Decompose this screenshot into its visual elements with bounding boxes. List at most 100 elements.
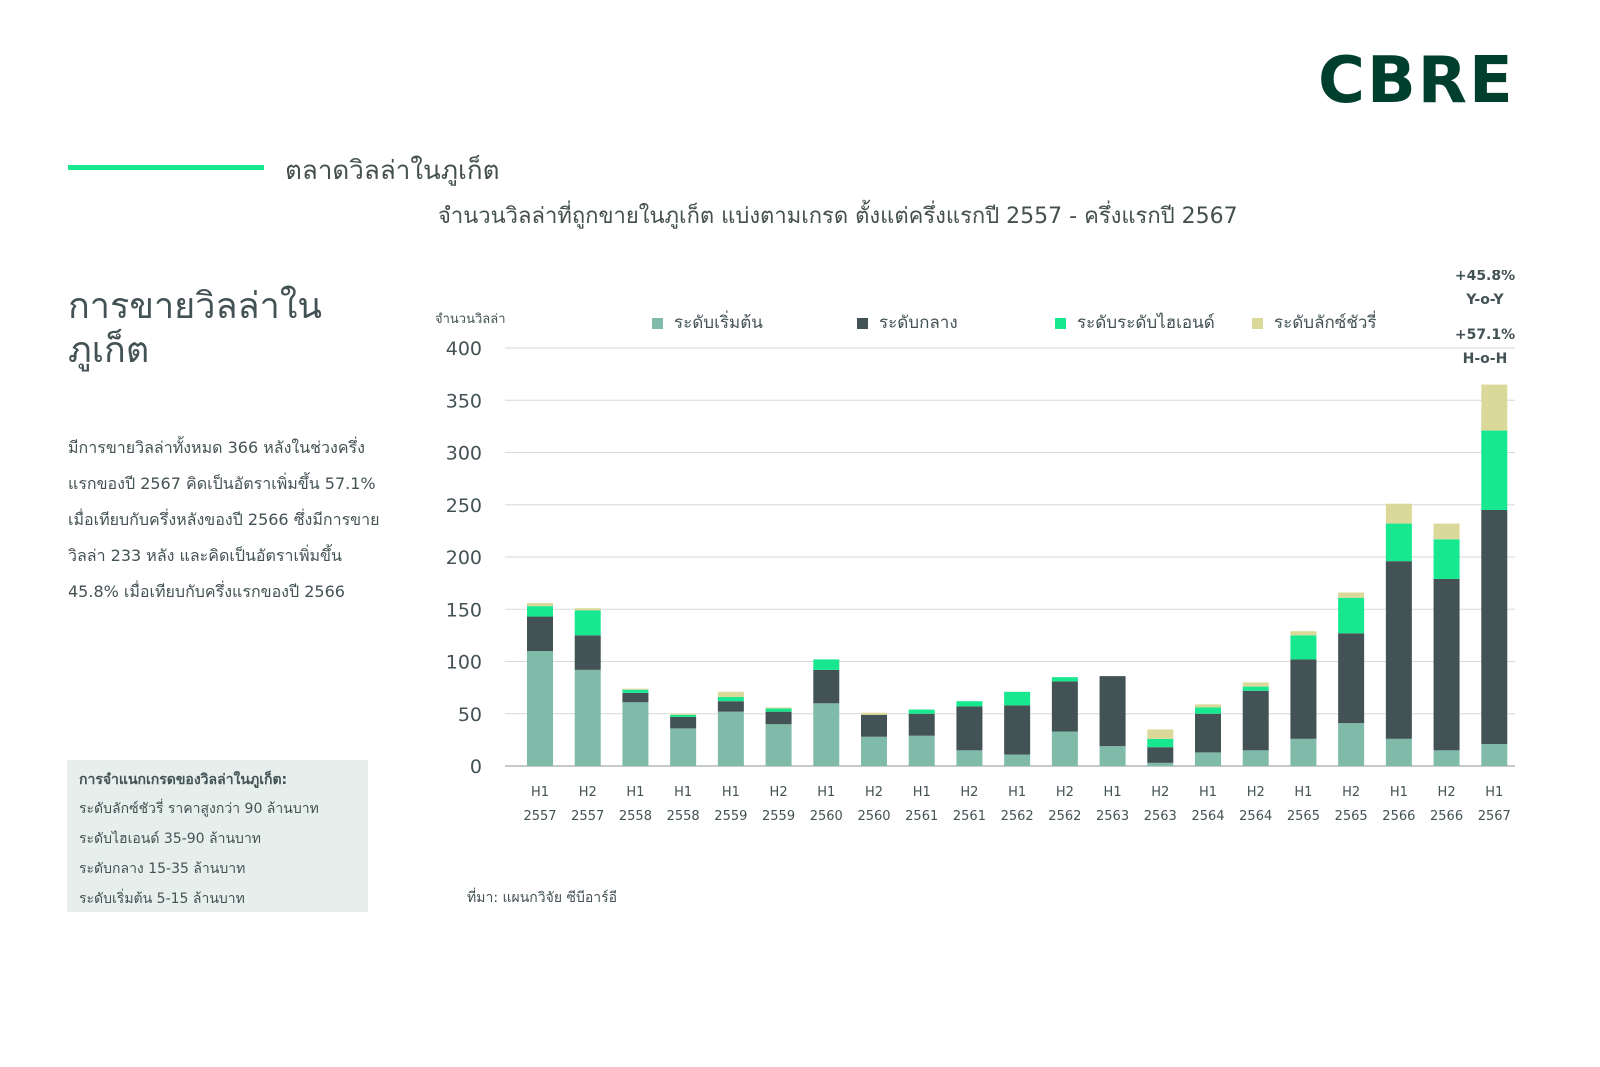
x-tick-year: 2564 xyxy=(1239,809,1272,824)
source-note: ที่มา: แผนกวิจัย ซีบีอาร์อี xyxy=(467,890,618,906)
bar-luxury-h1-2558 xyxy=(622,688,649,690)
bar-highend-h1-2560 xyxy=(813,659,840,670)
bar-highend-h2-2565 xyxy=(1338,597,1365,634)
bar-luxury-h2-2559 xyxy=(765,707,792,709)
bar-highend-h1-2567 xyxy=(1481,430,1508,510)
x-tick-year: 2563 xyxy=(1144,809,1177,824)
bar-entry-h1-2562 xyxy=(1004,754,1031,766)
bar-highend-h1-2559 xyxy=(717,697,744,702)
bar-luxury-h1-2566 xyxy=(1385,503,1412,524)
x-tick-year: 2565 xyxy=(1335,809,1368,824)
bar-luxury-h1-2558 xyxy=(670,713,697,715)
bar-entry-h1-2565 xyxy=(1290,738,1317,766)
bar-highend-h1-2562 xyxy=(1004,691,1031,706)
x-tick-year: 2563 xyxy=(1096,809,1129,824)
bar-entry-h1-2564 xyxy=(1195,752,1221,766)
bar-luxury-h1-2567 xyxy=(1481,384,1508,431)
y-tick-label: 50 xyxy=(458,704,482,726)
bar-entry-h1-2559 xyxy=(717,711,744,766)
bar-mid-h2-2565 xyxy=(1338,633,1365,724)
x-tick-year: 2565 xyxy=(1287,809,1320,824)
bar-mid-h2-2566 xyxy=(1433,578,1460,751)
accent-line xyxy=(68,165,264,170)
x-tick-half: H1 xyxy=(1485,785,1503,800)
bar-mid-h1-2567 xyxy=(1481,509,1508,745)
annotation-label: Y-o-Y xyxy=(1465,292,1504,308)
bar-highend-h1-2561 xyxy=(908,709,935,714)
x-tick-year: 2560 xyxy=(810,809,843,824)
x-tick-half: H1 xyxy=(531,785,549,800)
x-tick-half: H1 xyxy=(817,785,835,800)
y-tick-label: 200 xyxy=(446,547,482,569)
main-heading: การขายวิลล่าในภูเก็ต xyxy=(68,286,323,371)
bar-highend-h1-2565 xyxy=(1290,635,1317,660)
grade-item-entry: ระดับเริ่มต้น 5-15 ล้านบาท xyxy=(79,891,245,907)
bar-mid-h1-2561 xyxy=(908,713,935,736)
x-tick-half: H2 xyxy=(1056,785,1074,800)
x-tick-year: 2560 xyxy=(857,809,890,824)
bar-highend-h1-2558 xyxy=(670,714,697,717)
y-tick-label: 250 xyxy=(446,495,482,517)
x-tick-half: H1 xyxy=(1008,785,1026,800)
bar-entry-h2-2563 xyxy=(1147,762,1174,766)
bar-mid-h2-2557 xyxy=(574,635,601,670)
x-tick-year: 2557 xyxy=(571,809,604,824)
bar-entry-h1-2557 xyxy=(527,651,553,766)
x-tick-half: H1 xyxy=(1294,785,1312,800)
bar-mid-h2-2564 xyxy=(1242,690,1269,751)
bar-entry-h2-2561 xyxy=(956,750,983,766)
bar-entry-h1-2560 xyxy=(813,703,840,766)
bar-entry-h1-2558 xyxy=(670,728,697,766)
bar-entry-h2-2564 xyxy=(1242,750,1269,766)
bar-entry-h2-2565 xyxy=(1338,723,1365,766)
x-tick-year: 2562 xyxy=(1048,809,1081,824)
bar-highend-h2-2559 xyxy=(765,708,792,712)
x-tick-half: H1 xyxy=(1199,785,1217,800)
y-tick-label: 350 xyxy=(446,390,482,412)
bar-highend-h2-2561 xyxy=(956,701,983,707)
x-tick-half: H2 xyxy=(960,785,978,800)
grade-item-luxury: ระดับลักซ์ชัวรี่ ราคาสูงกว่า 90 ล้านบาท xyxy=(79,801,319,817)
x-tick-half: H1 xyxy=(626,785,644,800)
bar-entry-h1-2567 xyxy=(1481,744,1508,766)
x-tick-year: 2558 xyxy=(619,809,652,824)
x-tick-year: 2558 xyxy=(667,809,700,824)
bar-mid-h1-2557 xyxy=(527,616,553,652)
annotation-label: H-o-H xyxy=(1463,351,1508,367)
x-tick-year: 2566 xyxy=(1430,809,1463,824)
bar-mid-h1-2558 xyxy=(622,692,649,703)
y-tick-label: 150 xyxy=(446,599,482,621)
bar-mid-h2-2561 xyxy=(956,706,983,751)
bar-entry-h2-2566 xyxy=(1433,750,1460,766)
bar-luxury-h1-2557 xyxy=(527,602,553,607)
bar-luxury-h2-2565 xyxy=(1338,592,1365,598)
x-tick-year: 2561 xyxy=(905,809,938,824)
bar-highend-h2-2566 xyxy=(1433,539,1460,579)
bar-luxury-h2-2566 xyxy=(1433,523,1460,540)
bar-luxury-h2-2563 xyxy=(1147,729,1174,739)
y-axis-label: จำนวนวิลล่า xyxy=(435,312,506,327)
bar-entry-h1-2566 xyxy=(1385,738,1412,766)
summary-text: มีการขายวิลล่าทั้งหมด 366 หลังในช่วงครึ่… xyxy=(68,438,380,601)
bar-highend-h2-2564 xyxy=(1242,686,1269,691)
bar-entry-h1-2558 xyxy=(622,702,649,766)
x-tick-year: 2559 xyxy=(762,809,795,824)
bar-highend-h1-2558 xyxy=(622,689,649,693)
x-tick-half: H1 xyxy=(722,785,740,800)
bar-luxury-h1-2564 xyxy=(1195,704,1221,708)
legend-label: ระดับระดับไฮเอนด์ xyxy=(1077,312,1215,333)
chart-title: จำนวนวิลล่าที่ถูกขายในภูเก็ต แบ่งตามเกรด… xyxy=(438,204,1238,229)
x-tick-half: H2 xyxy=(1342,785,1360,800)
bar-luxury-h2-2560 xyxy=(861,712,887,715)
bar-entry-h1-2563 xyxy=(1099,746,1126,766)
y-tick-label: 400 xyxy=(446,338,482,360)
bar-luxury-h1-2559 xyxy=(717,691,744,698)
grade-item-high-end: ระดับไฮเอนด์ 35-90 ล้านบาท xyxy=(79,831,262,847)
x-tick-year: 2561 xyxy=(953,809,986,824)
bar-entry-h2-2557 xyxy=(574,669,601,766)
x-tick-half: H1 xyxy=(674,785,692,800)
bar-entry-h2-2559 xyxy=(765,724,792,766)
bar-highend-h1-2566 xyxy=(1385,523,1412,562)
y-tick-label: 300 xyxy=(446,443,482,465)
bar-mid-h1-2562 xyxy=(1004,705,1031,755)
